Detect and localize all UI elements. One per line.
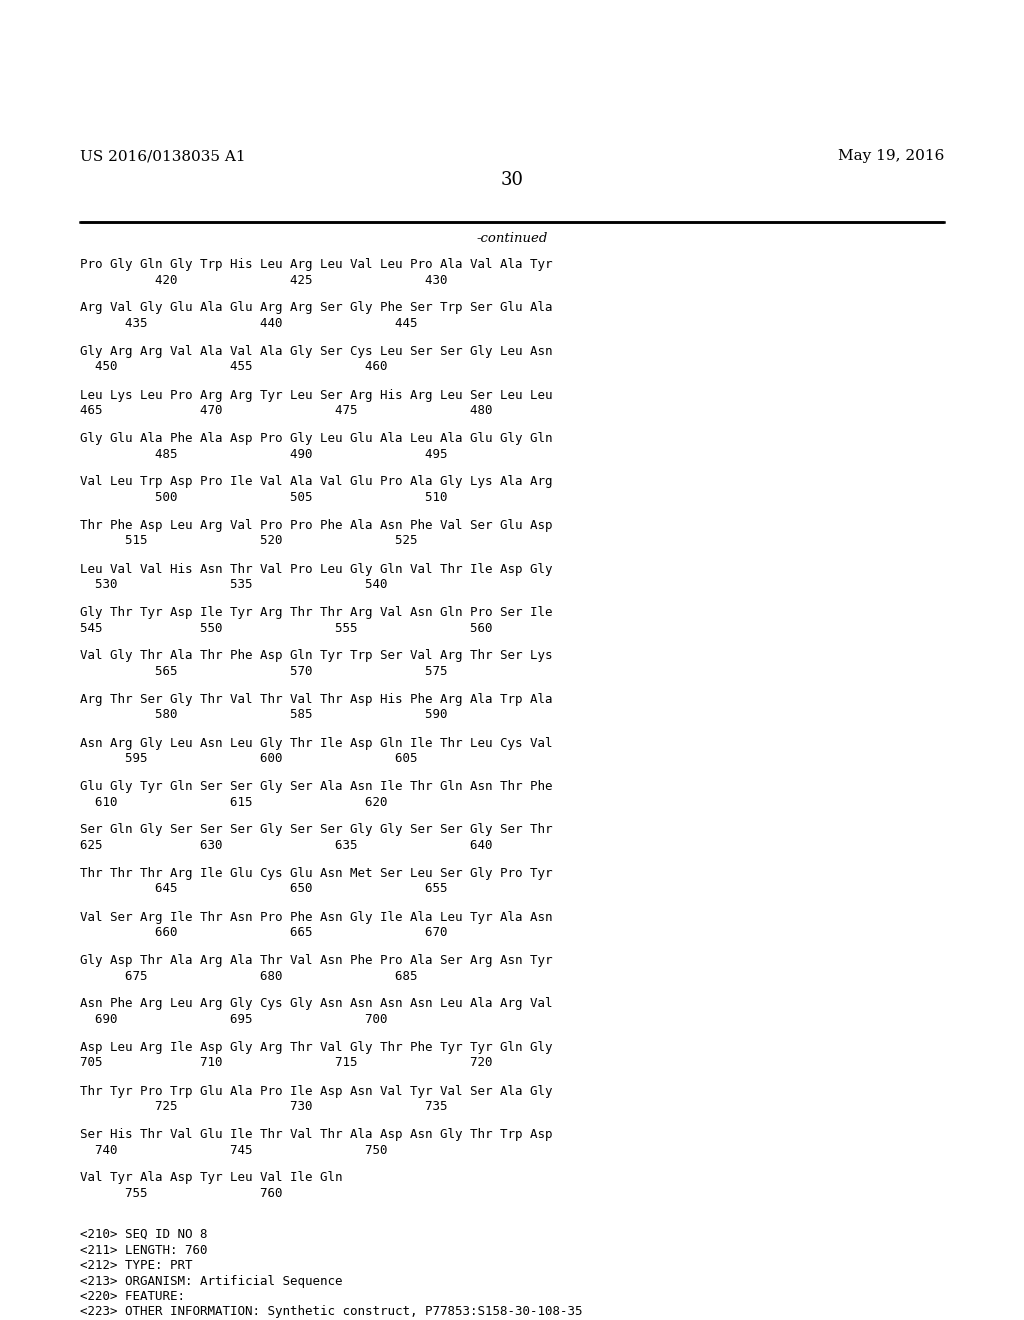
Text: 595               600               605: 595 600 605 [80, 752, 418, 766]
Text: 485               490               495: 485 490 495 [80, 447, 447, 461]
Text: 645               650               655: 645 650 655 [80, 883, 447, 895]
Text: <223> OTHER INFORMATION: Synthetic construct, P77853:S158-30-108-35: <223> OTHER INFORMATION: Synthetic const… [80, 1305, 583, 1319]
Text: Arg Thr Ser Gly Thr Val Thr Val Thr Asp His Phe Arg Ala Trp Ala: Arg Thr Ser Gly Thr Val Thr Val Thr Asp … [80, 693, 553, 706]
Text: <211> LENGTH: 760: <211> LENGTH: 760 [80, 1243, 208, 1257]
Text: Ser Gln Gly Ser Ser Ser Gly Ser Ser Gly Gly Ser Ser Gly Ser Thr: Ser Gln Gly Ser Ser Ser Gly Ser Ser Gly … [80, 824, 553, 837]
Text: Val Gly Thr Ala Thr Phe Asp Gln Tyr Trp Ser Val Arg Thr Ser Lys: Val Gly Thr Ala Thr Phe Asp Gln Tyr Trp … [80, 649, 553, 663]
Text: Gly Glu Ala Phe Ala Asp Pro Gly Leu Glu Ala Leu Ala Glu Gly Gln: Gly Glu Ala Phe Ala Asp Pro Gly Leu Glu … [80, 432, 553, 445]
Text: 580               585               590: 580 585 590 [80, 709, 447, 722]
Text: Pro Gly Gln Gly Trp His Leu Arg Leu Val Leu Pro Ala Val Ala Tyr: Pro Gly Gln Gly Trp His Leu Arg Leu Val … [80, 257, 553, 271]
Text: Leu Lys Leu Pro Arg Arg Tyr Leu Ser Arg His Arg Leu Ser Leu Leu: Leu Lys Leu Pro Arg Arg Tyr Leu Ser Arg … [80, 388, 553, 401]
Text: 30: 30 [501, 172, 523, 189]
Text: Val Ser Arg Ile Thr Asn Pro Phe Asn Gly Ile Ala Leu Tyr Ala Asn: Val Ser Arg Ile Thr Asn Pro Phe Asn Gly … [80, 911, 553, 924]
Text: 435               440               445: 435 440 445 [80, 317, 418, 330]
Text: Asp Leu Arg Ile Asp Gly Arg Thr Val Gly Thr Phe Tyr Tyr Gln Gly: Asp Leu Arg Ile Asp Gly Arg Thr Val Gly … [80, 1041, 553, 1053]
Text: Arg Val Gly Glu Ala Glu Arg Arg Ser Gly Phe Ser Trp Ser Glu Ala: Arg Val Gly Glu Ala Glu Arg Arg Ser Gly … [80, 301, 553, 314]
Text: 545             550               555               560: 545 550 555 560 [80, 622, 493, 635]
Text: 625             630               635               640: 625 630 635 640 [80, 840, 493, 851]
Text: Thr Phe Asp Leu Arg Val Pro Pro Phe Ala Asn Phe Val Ser Glu Asp: Thr Phe Asp Leu Arg Val Pro Pro Phe Ala … [80, 519, 553, 532]
Text: 565               570               575: 565 570 575 [80, 665, 447, 678]
Text: Thr Thr Thr Arg Ile Glu Cys Glu Asn Met Ser Leu Ser Gly Pro Tyr: Thr Thr Thr Arg Ile Glu Cys Glu Asn Met … [80, 867, 553, 880]
Text: Ser His Thr Val Glu Ile Thr Val Thr Ala Asp Asn Gly Thr Trp Asp: Ser His Thr Val Glu Ile Thr Val Thr Ala … [80, 1129, 553, 1140]
Text: <213> ORGANISM: Artificial Sequence: <213> ORGANISM: Artificial Sequence [80, 1275, 342, 1287]
Text: 755               760: 755 760 [80, 1187, 283, 1200]
Text: Gly Thr Tyr Asp Ile Tyr Arg Thr Thr Arg Val Asn Gln Pro Ser Ile: Gly Thr Tyr Asp Ile Tyr Arg Thr Thr Arg … [80, 606, 553, 619]
Text: Thr Tyr Pro Trp Glu Ala Pro Ile Asp Asn Val Tyr Val Ser Ala Gly: Thr Tyr Pro Trp Glu Ala Pro Ile Asp Asn … [80, 1085, 553, 1097]
Text: 610               615               620: 610 615 620 [80, 796, 387, 808]
Text: Val Tyr Ala Asp Tyr Leu Val Ile Gln: Val Tyr Ala Asp Tyr Leu Val Ile Gln [80, 1172, 342, 1184]
Text: 675               680               685: 675 680 685 [80, 969, 418, 982]
Text: 500               505               510: 500 505 510 [80, 491, 447, 504]
Text: 450               455               460: 450 455 460 [80, 360, 387, 374]
Text: Val Leu Trp Asp Pro Ile Val Ala Val Glu Pro Ala Gly Lys Ala Arg: Val Leu Trp Asp Pro Ile Val Ala Val Glu … [80, 475, 553, 488]
Text: May 19, 2016: May 19, 2016 [838, 149, 944, 162]
Text: Asn Phe Arg Leu Arg Gly Cys Gly Asn Asn Asn Asn Leu Ala Arg Val: Asn Phe Arg Leu Arg Gly Cys Gly Asn Asn … [80, 998, 553, 1011]
Text: 705             710               715               720: 705 710 715 720 [80, 1056, 493, 1069]
Text: 530               535               540: 530 535 540 [80, 578, 387, 591]
Text: <212> TYPE: PRT: <212> TYPE: PRT [80, 1259, 193, 1272]
Text: US 2016/0138035 A1: US 2016/0138035 A1 [80, 149, 246, 162]
Text: 725               730               735: 725 730 735 [80, 1100, 447, 1113]
Text: Glu Gly Tyr Gln Ser Ser Gly Ser Ala Asn Ile Thr Gln Asn Thr Phe: Glu Gly Tyr Gln Ser Ser Gly Ser Ala Asn … [80, 780, 553, 793]
Text: Gly Asp Thr Ala Arg Ala Thr Val Asn Phe Pro Ala Ser Arg Asn Tyr: Gly Asp Thr Ala Arg Ala Thr Val Asn Phe … [80, 954, 553, 968]
Text: Leu Val Val His Asn Thr Val Pro Leu Gly Gln Val Thr Ile Asp Gly: Leu Val Val His Asn Thr Val Pro Leu Gly … [80, 562, 553, 576]
Text: Gly Arg Arg Val Ala Val Ala Gly Ser Cys Leu Ser Ser Gly Leu Asn: Gly Arg Arg Val Ala Val Ala Gly Ser Cys … [80, 345, 553, 358]
Text: 465             470               475               480: 465 470 475 480 [80, 404, 493, 417]
Text: -continued: -continued [476, 232, 548, 246]
Text: 690               695               700: 690 695 700 [80, 1012, 387, 1026]
Text: 660               665               670: 660 665 670 [80, 927, 447, 939]
Text: 515               520               525: 515 520 525 [80, 535, 418, 548]
Text: <220> FEATURE:: <220> FEATURE: [80, 1290, 185, 1303]
Text: <210> SEQ ID NO 8: <210> SEQ ID NO 8 [80, 1228, 208, 1241]
Text: Asn Arg Gly Leu Asn Leu Gly Thr Ile Asp Gln Ile Thr Leu Cys Val: Asn Arg Gly Leu Asn Leu Gly Thr Ile Asp … [80, 737, 553, 750]
Text: 420               425               430: 420 425 430 [80, 273, 447, 286]
Text: 740               745               750: 740 745 750 [80, 1143, 387, 1156]
